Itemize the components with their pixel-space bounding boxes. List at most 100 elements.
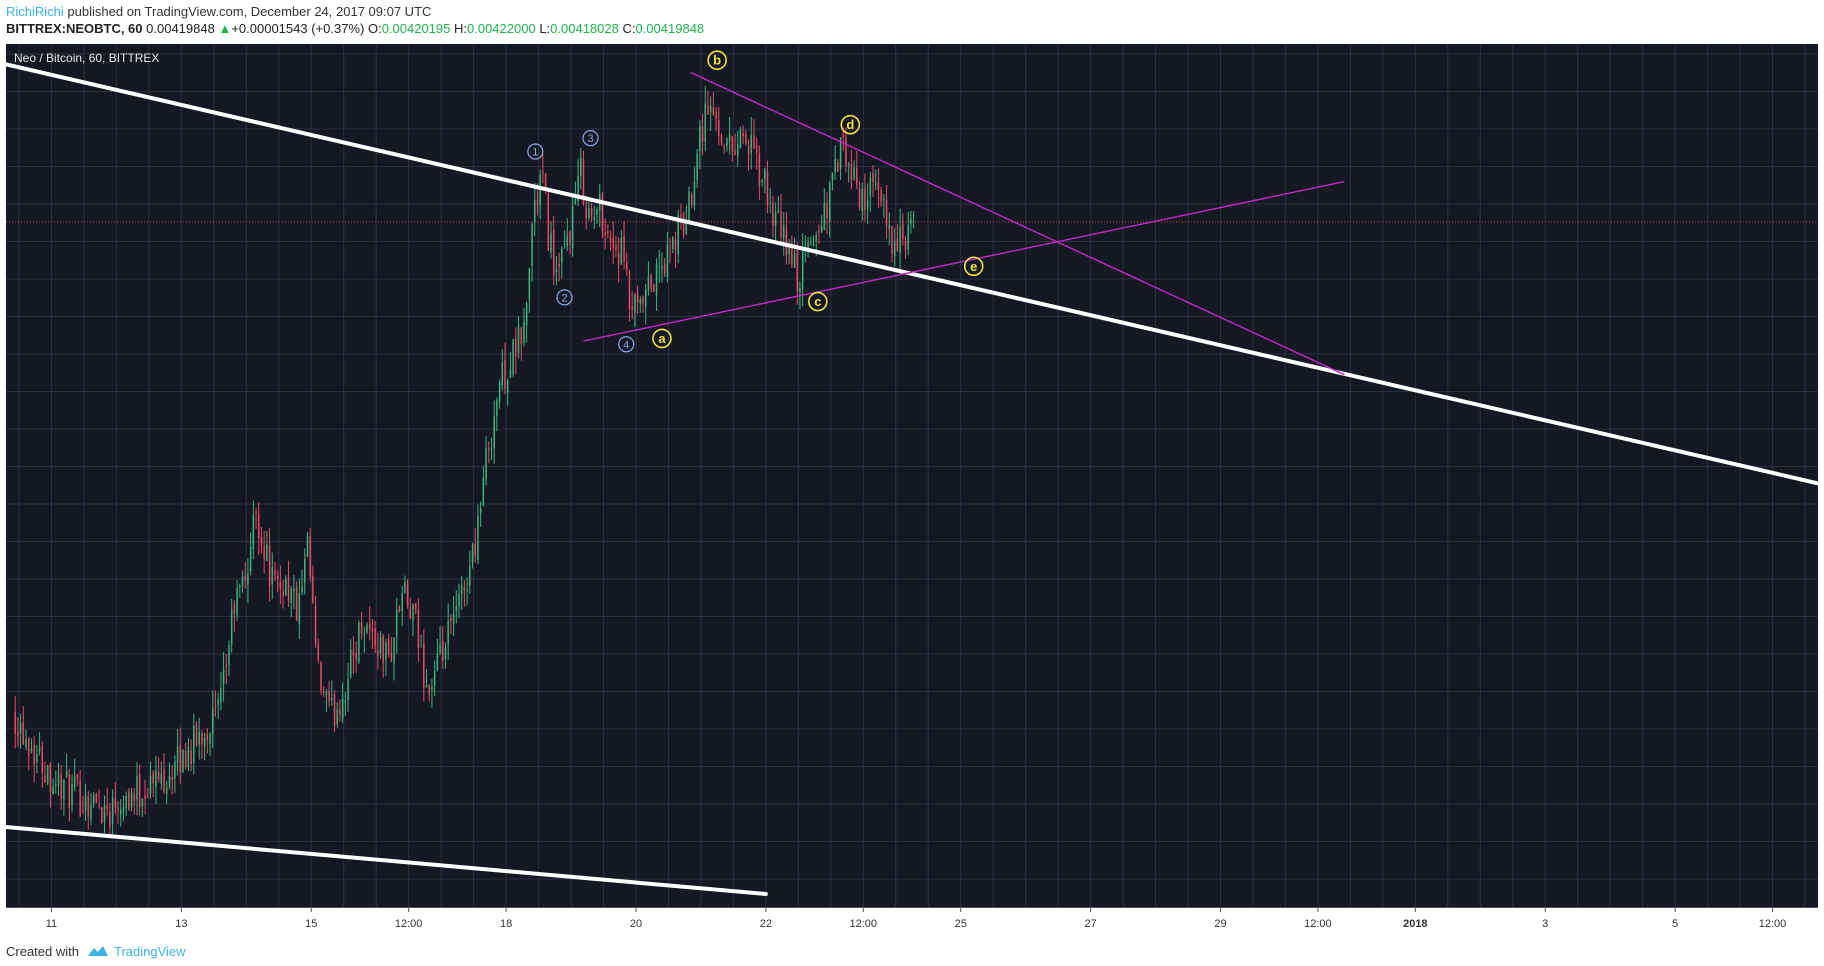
candle-body: [493, 416, 495, 449]
candle-body: [585, 207, 587, 219]
wave-label-text: c: [814, 294, 821, 309]
candle-body: [312, 575, 314, 603]
candle-body: [157, 771, 160, 780]
candle-body: [141, 798, 144, 806]
low-value: 0.00418028: [550, 21, 619, 36]
time-axis-ticks: 11 13 15 12:00 18 20 22 12:00 25 27 29 12:00 2018 3 5 1…: [46, 907, 1786, 930]
candle-body: [136, 776, 138, 800]
candle-body: [98, 806, 100, 808]
candle-body: [601, 194, 604, 232]
wave-label-text: 1: [532, 147, 538, 159]
candle-body: [439, 643, 441, 654]
candle-body: [896, 238, 899, 252]
candle-body: [506, 380, 509, 393]
candle-body: [33, 745, 35, 765]
candle-body: [623, 236, 625, 261]
candle-body: [479, 507, 482, 514]
grid-lines: [6, 44, 1818, 907]
candle-body: [726, 139, 728, 147]
up-arrow-icon: ▲: [218, 21, 232, 36]
candle-body: [877, 181, 880, 191]
candle-body: [745, 133, 747, 143]
candle-body: [314, 605, 317, 645]
triangle-bottom-trendline: [583, 180, 1345, 342]
tradingview-link[interactable]: TradingView: [87, 944, 186, 959]
candle-body: [766, 172, 769, 206]
wave-label-circle: [618, 336, 635, 353]
candle-body: [290, 588, 292, 603]
candle-body: [279, 582, 282, 590]
candle-body: [874, 183, 877, 185]
candle-body: [777, 210, 780, 213]
candle-body: [880, 189, 882, 202]
candle-body: [612, 237, 614, 249]
candle-body: [525, 303, 528, 325]
time-tick-label: 20: [630, 918, 642, 930]
candle-body: [636, 292, 639, 303]
candle-body: [390, 652, 393, 661]
candle-body: [590, 208, 593, 218]
candle-body: [555, 268, 558, 273]
candle-body: [103, 805, 106, 823]
candle-body: [82, 812, 84, 814]
open-value: 0.00420195: [381, 21, 451, 36]
candle-body: [431, 686, 433, 690]
candle-body: [350, 649, 352, 677]
candle-body: [236, 587, 238, 616]
candle-body: [385, 643, 387, 660]
candle-body: [723, 146, 725, 148]
candle-body: [174, 762, 176, 779]
candle-body: [209, 733, 211, 744]
candle-body: [810, 242, 812, 244]
candle-body: [753, 135, 755, 148]
time-tick-label: 29: [1214, 918, 1226, 930]
candle-body: [853, 167, 855, 180]
candle-body: [436, 653, 439, 671]
candle-body: [485, 447, 487, 480]
candle-body: [404, 582, 406, 593]
candle-body: [417, 609, 420, 649]
candle-body: [488, 449, 490, 451]
author-link[interactable]: RichiRichi: [6, 4, 64, 19]
candle-body: [450, 617, 452, 621]
candle-body: [274, 569, 276, 575]
candle-body: [828, 182, 831, 221]
candle-body: [780, 211, 782, 237]
candle-body: [401, 592, 403, 612]
candle-body: [736, 143, 739, 157]
candle-body: [55, 784, 57, 787]
candle-body: [837, 162, 839, 172]
candle-body: [910, 218, 912, 225]
candle-body: [268, 544, 271, 587]
candle-body: [820, 226, 823, 233]
high-value: 0.00422000: [467, 21, 536, 36]
candle-body: [793, 253, 796, 268]
candle-body: [520, 328, 522, 344]
candle-body: [463, 587, 466, 591]
candle-body: [617, 253, 620, 265]
candle-body: [826, 203, 828, 219]
candle-body: [696, 153, 698, 181]
wave-label-text: 4: [623, 339, 629, 351]
price-change: +0.00001543 (+0.37%): [231, 21, 365, 36]
candle-body: [355, 653, 357, 660]
candle-body: [872, 173, 874, 183]
candle-body: [247, 573, 249, 586]
candle-body: [509, 369, 512, 378]
candle-body: [739, 129, 742, 148]
candle-body: [214, 705, 217, 708]
chart-area[interactable]: a b c d e 1 2 3 4 11 13 15 12:00 18 20 22 12:00 25 27 29 12…: [4, 44, 1820, 937]
candle-body: [165, 787, 168, 794]
time-tick-label: 11: [46, 918, 57, 930]
high-label: H:: [454, 21, 467, 36]
candle-body: [38, 747, 41, 752]
candle-body: [76, 774, 79, 779]
candle-body: [201, 733, 203, 745]
candle-body: [647, 276, 650, 291]
price-chart[interactable]: a b c d e 1 2 3 4 11 13 15 12:00 18 20 22 12:00 25 27 29 12…: [4, 44, 1820, 937]
candle-body: [304, 559, 306, 583]
time-tick-label: 25: [955, 918, 967, 930]
candle-body: [52, 786, 54, 795]
candle-body: [655, 263, 658, 295]
candle-body: [138, 774, 141, 807]
